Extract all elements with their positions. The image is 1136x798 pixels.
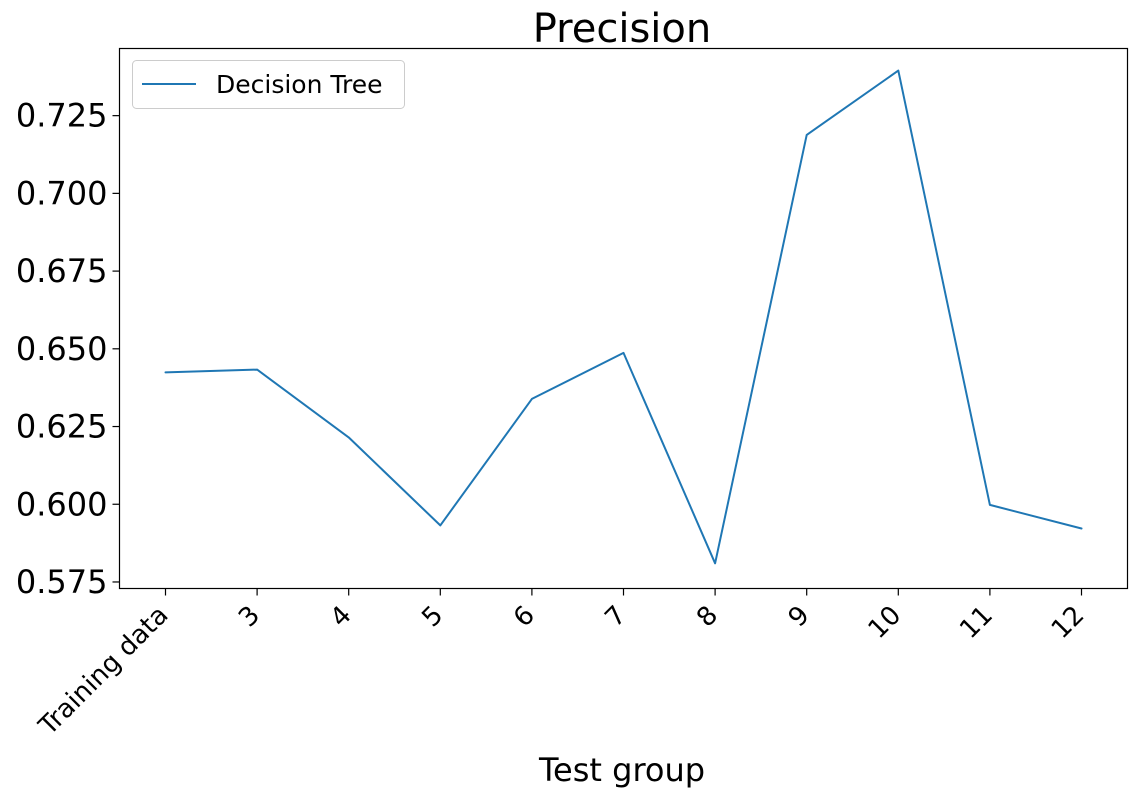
y-tick-label: 0.700 [16, 174, 108, 212]
y-tick-label: 0.725 [16, 97, 108, 135]
series-line-0 [164, 69, 1083, 565]
x-tick-label: 11 [954, 600, 999, 645]
y-axis: 0.575 0.600 0.625 0.650 0.675 0.700 0.725 [16, 97, 120, 601]
axes-frame [118, 47, 1129, 590]
y-tick-label: 0.600 [16, 485, 108, 523]
y-tick-label: 0.625 [16, 408, 108, 446]
x-tick-label: 4 [325, 600, 358, 633]
chart-title: Precision [533, 6, 711, 52]
y-tick-label: 0.650 [16, 330, 108, 368]
legend-box [132, 60, 405, 109]
x-tick-label: 3 [233, 600, 266, 633]
y-tick-label: 0.675 [16, 252, 108, 290]
x-axis-title: Test group [538, 751, 705, 789]
x-tick-label: 7 [600, 600, 633, 633]
x-axis: Training data 3 4 5 6 7 8 9 10 11 12 [33, 588, 1091, 742]
x-tick-label: 6 [508, 600, 541, 633]
legend: Decision Tree [132, 60, 405, 109]
x-tick-label: 9 [783, 600, 816, 633]
x-tick-label: 8 [691, 600, 724, 633]
x-tick-label: 5 [416, 600, 449, 633]
x-tick-label: 10 [863, 600, 908, 645]
y-tick-label: 0.575 [16, 563, 108, 601]
x-tick-label: Training data [33, 600, 175, 742]
legend-label: Decision Tree [216, 70, 382, 99]
series-layer [164, 69, 1083, 565]
x-tick-label: 12 [1046, 600, 1091, 645]
plot-area: Decision Tree [118, 47, 1129, 590]
